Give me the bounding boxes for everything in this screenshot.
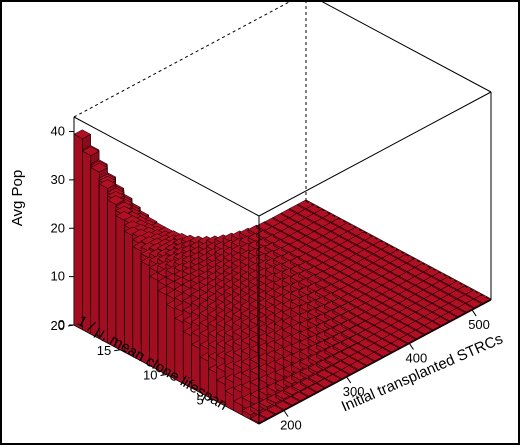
box-edge	[258, 299, 492, 425]
bar	[332, 369, 351, 381]
x-tick	[409, 343, 414, 350]
y-tick-label: 15	[97, 343, 111, 358]
bar	[399, 333, 417, 345]
x-tick-label: 300	[343, 384, 365, 399]
z-tick-label: 30	[51, 172, 65, 187]
bar	[324, 355, 343, 367]
z-axis-label: Avg Pop	[9, 170, 26, 226]
bar	[432, 316, 451, 328]
x-tick	[346, 376, 352, 384]
y-tick	[160, 374, 167, 376]
x-tick	[471, 309, 477, 317]
bar-surface	[73, 129, 492, 425]
z-tick-label: 20	[51, 220, 65, 235]
y-tick	[114, 349, 121, 352]
box-front-edges	[73, 2, 492, 425]
box-edge	[305, 200, 492, 301]
x-tick-label: 200	[280, 418, 302, 433]
box-edge	[73, 2, 291, 118]
axis-ticks: 0 10 20 30 40 5 10 15 20 200 300 400 500	[51, 124, 490, 433]
z-tick-label: 40	[51, 124, 65, 139]
x-tick-label: 500	[468, 317, 490, 332]
y-tick-label: 20	[51, 318, 65, 333]
bar	[374, 347, 393, 359]
box-edge	[73, 116, 260, 217]
z-tick-label: 10	[51, 269, 65, 284]
y-tick	[206, 398, 213, 401]
y-tick-label: 10	[143, 368, 157, 383]
x-tick-label: 400	[405, 351, 427, 366]
z-tick-label: 0	[58, 317, 65, 332]
y-tick-label: 5	[197, 392, 204, 407]
x-tick	[283, 410, 289, 417]
box-edge	[258, 91, 492, 217]
y-tick	[67, 324, 75, 327]
box-edge	[321, 2, 492, 93]
